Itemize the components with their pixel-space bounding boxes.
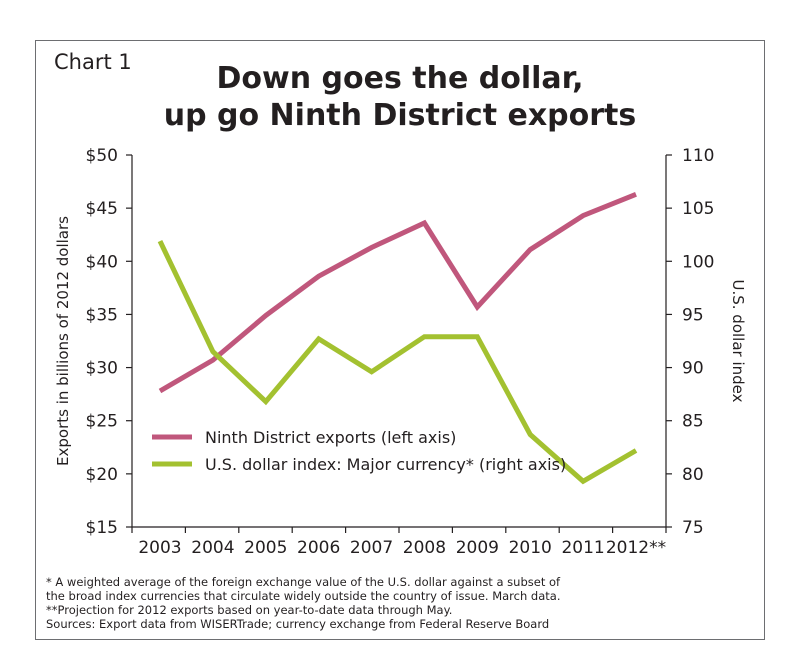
footnote-line-3: **Projection for 2012 exports based on y… bbox=[46, 603, 453, 617]
exports-series-line bbox=[158, 191, 637, 394]
footnote-line-2: the broad index currencies that circulat… bbox=[46, 589, 561, 603]
left-axis-tick-label: $15 bbox=[86, 518, 118, 538]
legend-entry-label: U.S. dollar index: Major currency* (righ… bbox=[205, 455, 566, 474]
chart-title: Down goes the dollar, up go Ninth Distri… bbox=[0, 60, 800, 134]
right-axis-tick-label: 110 bbox=[682, 146, 714, 166]
x-axis-tick-label: 2009 bbox=[456, 538, 499, 558]
footnote-line-1: * A weighted average of the foreign exch… bbox=[46, 575, 561, 589]
x-axis-tick-label: 2012** bbox=[606, 538, 666, 558]
left-axis-tick-label: $40 bbox=[86, 252, 118, 272]
left-axis-tick-label: $20 bbox=[86, 465, 118, 485]
legend-entry-label: Ninth District exports (left axis) bbox=[205, 428, 456, 447]
footnotes: * A weighted average of the foreign exch… bbox=[46, 575, 746, 631]
footnote-line-4: Sources: Export data from WISERTrade; cu… bbox=[46, 617, 550, 631]
chart-number-label: Chart 1 bbox=[54, 50, 132, 74]
x-axis-tick-label: 2005 bbox=[244, 538, 287, 558]
left-axis-tick-label: $35 bbox=[86, 305, 118, 325]
x-axis-tick-label: 2006 bbox=[297, 538, 340, 558]
right-axis-tick-label: 105 bbox=[682, 199, 714, 219]
chart-title-line-2: up go Ninth District exports bbox=[163, 98, 637, 133]
x-axis-tick-label: 2004 bbox=[191, 538, 234, 558]
right-axis-tick-label: 100 bbox=[682, 252, 714, 272]
dollar-index-series-line bbox=[157, 240, 638, 485]
x-axis-tick-label: 2010 bbox=[509, 538, 552, 558]
left-axis-tick-label: $30 bbox=[86, 359, 118, 379]
x-axis-tick-label: 2008 bbox=[403, 538, 446, 558]
chart-title-line-1: Down goes the dollar, bbox=[216, 61, 584, 96]
left-axis-tick-label: $25 bbox=[86, 412, 118, 432]
chart-frame bbox=[35, 40, 765, 640]
left-axis-title: Exports in billions of 2012 dollars bbox=[54, 216, 72, 466]
left-axis-tick-label: $45 bbox=[86, 199, 118, 219]
x-axis-tick-label: 2011 bbox=[561, 538, 604, 558]
x-axis-tick-label: 2007 bbox=[350, 538, 393, 558]
right-axis-tick-label: 80 bbox=[682, 465, 704, 485]
right-axis-tick-label: 75 bbox=[682, 518, 704, 538]
right-axis-tick-label: 85 bbox=[682, 412, 704, 432]
x-axis-tick-label: 2003 bbox=[138, 538, 181, 558]
right-axis-tick-label: 95 bbox=[682, 305, 704, 325]
left-axis-tick-label: $50 bbox=[86, 146, 118, 166]
right-axis-tick-label: 90 bbox=[682, 359, 704, 379]
right-axis-title: U.S. dollar index bbox=[729, 279, 747, 402]
